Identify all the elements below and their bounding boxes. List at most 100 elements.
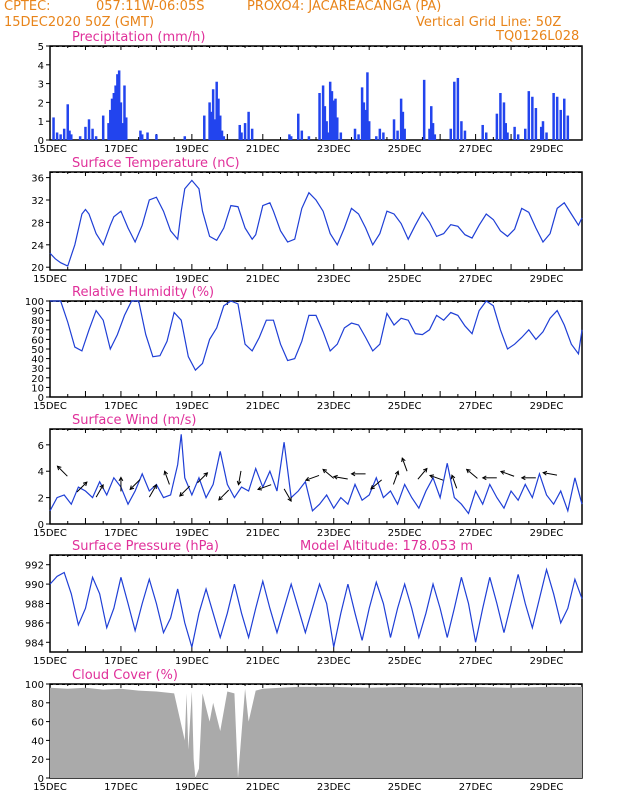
precip-bar: [428, 128, 431, 140]
wind-arrow-head: [304, 476, 310, 482]
y-tick-label: 0: [38, 520, 44, 531]
precip-bar: [66, 104, 69, 140]
wind-arrow-shaft: [429, 474, 444, 481]
x-tick-label: 17DEC: [104, 274, 138, 285]
x-tick-label: 29DEC: [530, 274, 564, 285]
series-line: [49, 179, 583, 267]
x-tick-label: 15DEC: [33, 656, 67, 667]
y-tick-label: 992: [25, 561, 44, 572]
x-tick-label: 25DEC: [388, 144, 422, 155]
precip-bar: [213, 119, 217, 140]
precip-bar: [116, 74, 119, 140]
precip-bar: [297, 113, 300, 140]
panel-annotation: Model Altitude: 178.053 m: [300, 539, 473, 554]
panel-frame: [49, 45, 583, 141]
y-tick-label: 60: [31, 718, 44, 729]
precip-bar: [362, 102, 366, 140]
x-tick-label: 27DEC: [459, 782, 493, 793]
y-tick-label: 2: [38, 98, 44, 109]
y-tick-label: 6: [38, 441, 44, 452]
precip-bar: [506, 132, 509, 140]
x-tick-label: 21DEC: [246, 144, 280, 155]
precip-bar: [433, 134, 437, 140]
x-tick-label: 17DEC: [104, 656, 138, 667]
precip-bar: [140, 134, 144, 140]
wind-arrow-shaft: [305, 474, 320, 481]
wind-arrow-head: [481, 475, 487, 481]
precip-bar: [539, 126, 543, 140]
panel-frame: [49, 554, 583, 653]
wind-arrow-shaft: [218, 489, 230, 501]
precip-bar: [328, 81, 332, 140]
precip-bar: [504, 123, 507, 140]
precip-bar: [463, 130, 467, 140]
precip-bar: [323, 106, 327, 140]
x-tick-label: 21DEC: [246, 528, 280, 539]
header-station: PROXO4: JACAREACANGA (PA): [247, 0, 442, 14]
precip-bar: [114, 85, 117, 140]
wind-arrow-shaft: [57, 465, 68, 477]
y-tick-label: 36: [31, 174, 44, 185]
x-tick-label: 27DEC: [459, 274, 493, 285]
precip-bar: [94, 136, 98, 140]
precip-bar: [366, 72, 369, 140]
wind-arrow-shaft: [129, 479, 141, 490]
x-tick-label: 27DEC: [459, 144, 493, 155]
wind-arrow-shaft: [322, 468, 335, 479]
y-tick-label: 30: [31, 364, 44, 375]
precip-bar: [566, 115, 570, 140]
x-tick-label: 23DEC: [317, 274, 351, 285]
wind-arrow-shaft: [197, 472, 208, 484]
header-coordinates: 057:11W-06:05S: [96, 0, 205, 14]
y-tick-label: 40: [31, 736, 44, 747]
precip-bar: [78, 136, 82, 140]
panel-title: Surface Wind (m/s): [72, 413, 196, 428]
y-tick-label: 60: [31, 335, 44, 346]
precip-bar: [243, 123, 247, 140]
precip-bar: [534, 108, 538, 140]
x-tick-label: 19DEC: [175, 528, 209, 539]
header-grid-note: Vertical Grid Line: 50Z: [416, 15, 562, 30]
x-tick-label: 15DEC: [33, 144, 67, 155]
y-tick-label: 28: [31, 218, 44, 229]
x-tick-label: 17DEC: [104, 528, 138, 539]
precip-bar: [183, 136, 187, 140]
wind-arrow-shaft: [95, 484, 104, 498]
x-tick-label: 15DEC: [33, 782, 67, 793]
wind-arrow-head: [287, 497, 292, 502]
precip-bar: [327, 132, 330, 140]
wind-arrow-head: [542, 470, 548, 476]
precip-bar: [531, 96, 534, 140]
y-tick-label: 100: [25, 680, 44, 691]
y-tick-label: 70: [31, 326, 44, 337]
precip-bar: [339, 132, 343, 140]
y-tick-label: 90: [31, 307, 44, 318]
precip-bar: [289, 136, 293, 140]
precip-bar: [541, 121, 545, 140]
panel-title: Surface Pressure (hPa): [72, 539, 219, 554]
precip-bar: [62, 128, 66, 140]
precip-bar: [218, 115, 222, 140]
precip-bar: [502, 102, 506, 140]
y-tick-label: 10: [31, 383, 44, 394]
series-line: [50, 300, 583, 372]
wind-arrow-head: [236, 480, 242, 486]
wind-arrow-head: [218, 495, 223, 501]
x-tick-label: 17DEC: [104, 782, 138, 793]
precip-bar: [495, 113, 499, 140]
precip-bar: [101, 115, 105, 140]
y-tick-label: 0: [38, 136, 44, 147]
wind-arrow-shaft: [543, 472, 558, 476]
y-tick-label: 20: [31, 374, 44, 385]
precip-bar: [399, 98, 403, 140]
wind-arrow-shaft: [257, 484, 272, 490]
x-tick-label: 19DEC: [175, 401, 209, 412]
precip-bar: [430, 106, 433, 140]
x-tick-label: 19DEC: [175, 144, 209, 155]
precip-bar: [325, 121, 328, 140]
wind-arrow-head: [465, 468, 471, 474]
precip-bar: [139, 130, 142, 140]
wind-arrow-head: [152, 484, 157, 489]
precip-bar: [87, 119, 91, 140]
precip-bar: [453, 81, 456, 140]
